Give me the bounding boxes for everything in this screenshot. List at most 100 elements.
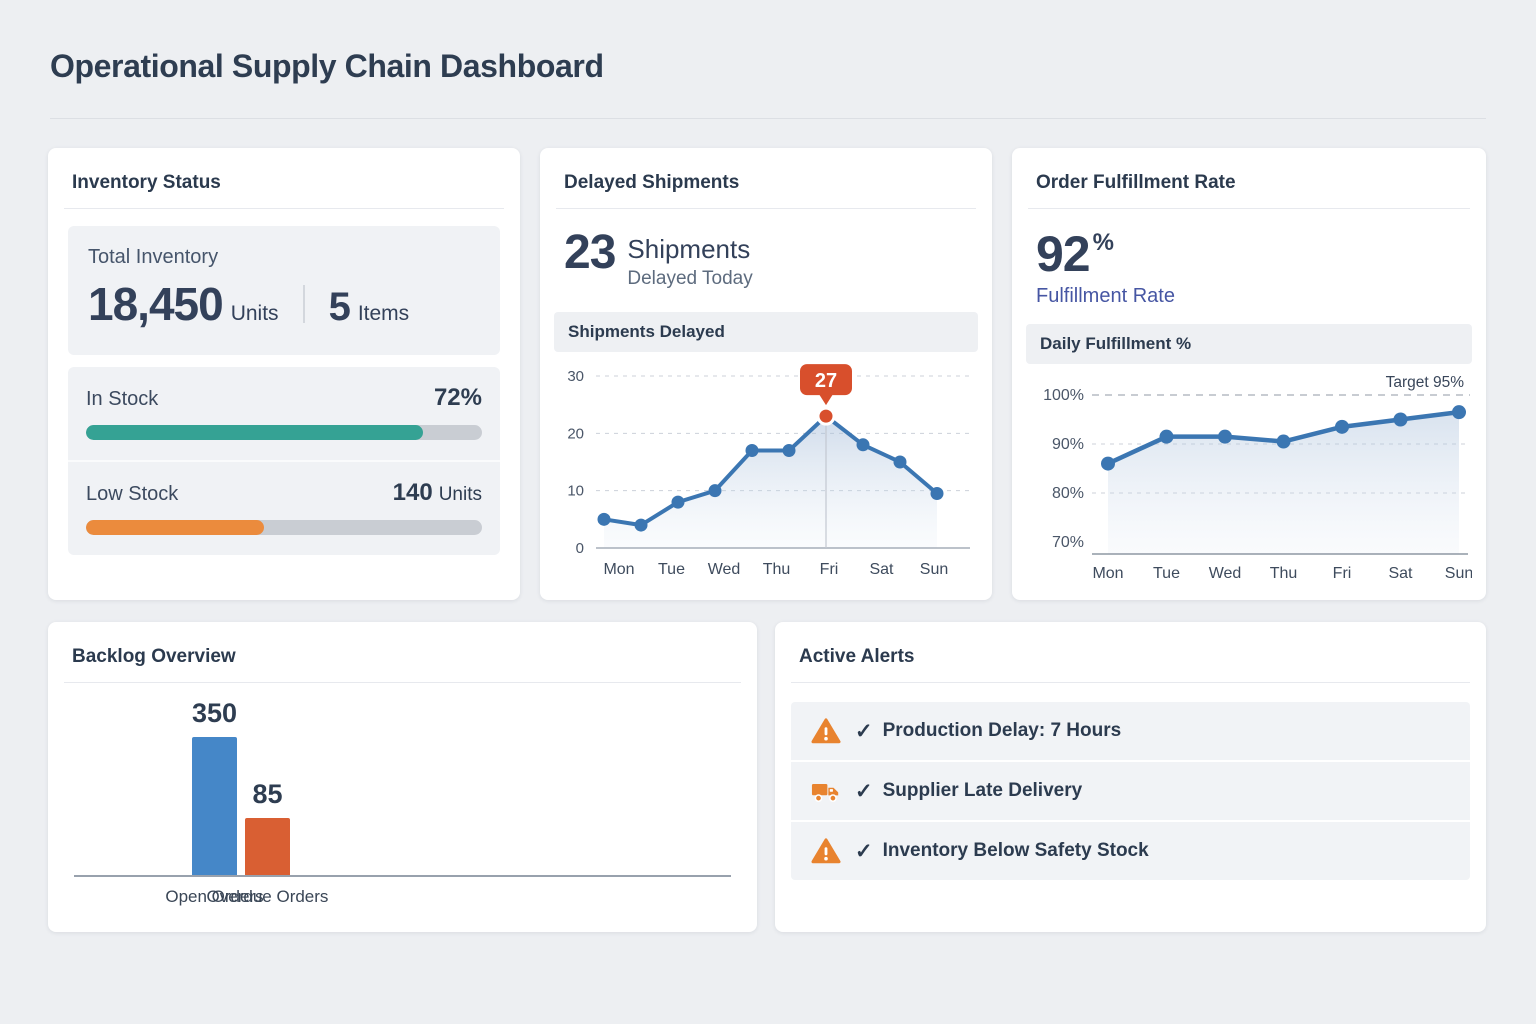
in-stock-row: In Stock 72% <box>68 367 500 460</box>
data-point <box>1276 434 1291 449</box>
data-point <box>708 483 722 497</box>
low-stock-row: Low Stock 140 Units <box>68 460 500 555</box>
highlight-point <box>816 406 836 426</box>
card-divider <box>64 208 504 209</box>
data-point <box>1159 429 1174 444</box>
fulfillment-chart-area: 70% 80% 90% 100% Target 95% Mon Tue Wed Thu Fri Sa… <box>1012 364 1486 597</box>
low-stock-unit: Units <box>438 484 482 505</box>
data-point <box>745 443 759 457</box>
alert-label: Supplier Late Delivery <box>882 780 1083 801</box>
alert-row-inventory-below-safety-stock[interactable]: ✓ Inventory Below Safety Stock <box>791 822 1470 880</box>
x-tick-label: Thu <box>763 561 791 578</box>
alert-label: Production Delay: 7 Hours <box>882 720 1122 741</box>
badge-value: 27 <box>815 370 837 392</box>
y-tick-label: 80% <box>1052 485 1084 502</box>
y-tick-label: 0 <box>576 540 584 557</box>
backlog-bar-chart: 350 85 <box>74 695 731 877</box>
y-tick-label: 10 <box>567 482 584 499</box>
y-tick-label: 70% <box>1052 534 1084 551</box>
data-point <box>893 455 907 469</box>
warning-triangle-icon <box>811 718 841 744</box>
fulfillment-card-title: Order Fulfillment Rate <box>1036 172 1236 193</box>
card-divider <box>791 682 1470 683</box>
page-title: Operational Supply Chain Dashboard <box>50 48 604 84</box>
value-badge <box>800 363 852 395</box>
card-divider <box>1028 208 1470 209</box>
header-divider <box>50 118 1486 119</box>
y-tick-label: 30 <box>567 368 584 385</box>
backlog-category-labels: Open Orders Overdue Orders <box>74 887 731 911</box>
inventory-card-title: Inventory Status <box>72 172 221 193</box>
fulfillment-chart-header: Daily Fulfillment % <box>1026 324 1472 364</box>
y-tick-label: 90% <box>1052 436 1084 453</box>
x-tick-label: Thu <box>1270 565 1298 582</box>
bar-category-label: Open Orders <box>165 887 264 906</box>
total-units-unit: Units <box>230 302 279 325</box>
delayed-shipments-card: Delayed Shipments 23 Shipments Delayed T… <box>540 148 992 600</box>
shipments-stat-sub: Delayed Today <box>627 267 753 289</box>
low-stock-progress-track <box>86 520 482 535</box>
total-inventory-label: Total Inventory <box>88 246 219 268</box>
x-tick-label: Wed <box>1209 565 1242 582</box>
items-unit: Items <box>357 302 410 325</box>
badge-tail <box>819 393 833 405</box>
active-alerts-card: Active Alerts ✓ Production Delay: 7 Hours… <box>775 622 1486 932</box>
fulfillment-stat-unit: % <box>1092 229 1114 256</box>
bar-open-orders <box>192 737 237 875</box>
data-point <box>782 443 796 457</box>
backlog-card-title: Backlog Overview <box>72 646 236 667</box>
card-divider <box>64 682 741 683</box>
area-fill <box>604 415 937 548</box>
shipments-chart-header: Shipments Delayed <box>554 311 978 352</box>
warning-triangle-icon <box>811 838 841 864</box>
x-tick-label: Sun <box>920 561 948 578</box>
in-stock-value: 72% <box>433 384 482 411</box>
alerts-card-title: Active Alerts <box>799 646 915 667</box>
alert-row-production-delay-7-hours[interactable]: ✓ Production Delay: 7 Hours <box>791 702 1470 760</box>
fulfillment-line-chart: 70% 80% 90% 100% Target 95% Mon Tue Wed Thu Fri Sa… <box>1043 374 1473 582</box>
bar-value-label: 350 <box>191 698 238 728</box>
total-units-value: 18,450 <box>88 278 224 330</box>
x-tick-label: Wed <box>708 561 741 578</box>
fulfillment-stat-value: 92 <box>1036 226 1091 282</box>
x-tick-label: Fri <box>1333 565 1352 582</box>
data-point <box>634 518 648 532</box>
shipments-stat-value: 23 <box>564 226 616 279</box>
x-axis-line <box>74 875 731 877</box>
bar-value-label: 85 <box>252 779 283 809</box>
check-icon: ✓ <box>855 719 873 743</box>
in-stock-label: In Stock <box>86 388 159 410</box>
data-point <box>930 486 944 500</box>
y-tick-label: 20 <box>567 425 584 442</box>
fulfillment-stat-sub: Fulfillment Rate <box>1036 285 1175 307</box>
area-fill <box>1108 412 1459 554</box>
data-point <box>1335 419 1349 434</box>
data-point <box>597 512 611 526</box>
x-tick-label: Mon <box>603 561 634 578</box>
data-point <box>1452 405 1466 420</box>
total-inventory-values: 18,450 Units 5 Items <box>88 277 480 331</box>
data-point <box>856 437 870 451</box>
low-stock-value: 140 Units <box>392 479 482 506</box>
shipments-line-chart: 0 10 20 30 27 Mon Tue Wed Thu Fri Sat Sun <box>567 363 970 578</box>
inventory-status-card: Inventory Status Total Inventory 18,450 … <box>48 148 520 600</box>
alert-row-supplier-late-delivery[interactable]: ✓ Supplier Late Delivery <box>791 762 1470 820</box>
x-tick-label: Tue <box>658 561 685 578</box>
total-inventory-box: Total Inventory 18,450 Units 5 Items <box>68 226 500 355</box>
x-tick-label: Mon <box>1092 565 1123 582</box>
shipments-card-title: Delayed Shipments <box>564 172 740 193</box>
stock-levels-box: In Stock 72% Low Stock 140 Units <box>68 367 500 555</box>
data-point <box>671 495 685 509</box>
backlog-overview-card: Backlog Overview 350 85 Open Orders Overdu… <box>48 622 757 932</box>
items-value: 5 <box>328 285 351 329</box>
low-stock-label: Low Stock <box>86 483 179 505</box>
check-icon: ✓ <box>855 839 873 863</box>
alert-label: Inventory Below Safety Stock <box>882 840 1149 861</box>
x-tick-label: Sat <box>869 561 894 578</box>
bar-category-label: Overdue Orders <box>206 887 329 906</box>
y-tick-label: 100% <box>1043 387 1084 404</box>
data-line <box>602 413 939 527</box>
x-tick-label: Sun <box>1445 565 1472 582</box>
x-tick-label: Sat <box>1388 565 1413 582</box>
